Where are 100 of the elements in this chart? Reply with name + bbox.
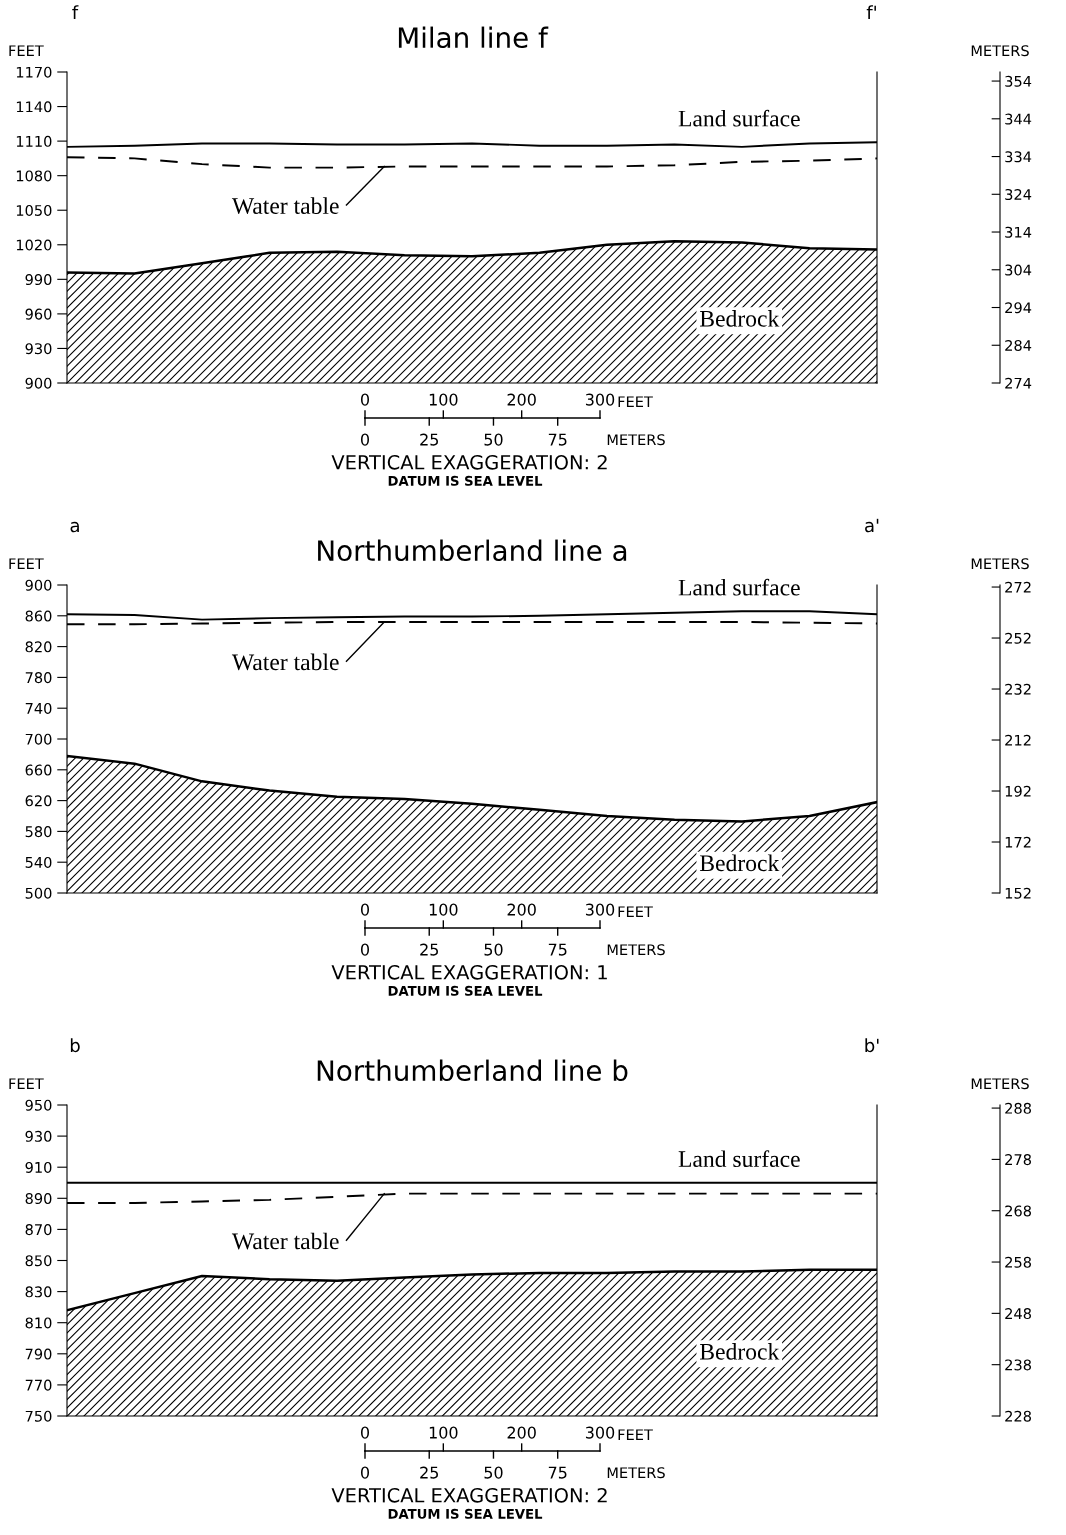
y-tick-label: 620: [25, 795, 52, 807]
y-axis-title: FEET: [9, 558, 44, 570]
y-tick-label: 500: [25, 887, 52, 899]
text: 0: [360, 1426, 370, 1439]
y-tick-label: 890: [25, 1193, 52, 1205]
y2-tick-label: 278: [1005, 1154, 1031, 1166]
series-label: Water table: [231, 1232, 339, 1250]
y-tick-label: 960: [25, 308, 52, 320]
y2-tick-label: 344: [1005, 113, 1032, 125]
y2-tick-label: 304: [1005, 264, 1032, 276]
text: 100: [429, 903, 458, 916]
y-tick-label: 1140: [16, 101, 52, 113]
y-tick-label: 1080: [16, 170, 52, 182]
y2-axis-title: METERS: [971, 1078, 1029, 1090]
y2-tick-label: 238: [1005, 1359, 1031, 1371]
y2-tick-label: 274: [1005, 377, 1032, 389]
text: 100: [429, 393, 458, 406]
series-label: Land surface: [678, 1150, 800, 1168]
text: METERS: [607, 944, 665, 956]
text: 300: [585, 903, 615, 916]
y2-axis-title: METERS: [971, 558, 1029, 570]
series-label: Bedrock: [699, 1343, 780, 1360]
y2-tick-label: 258: [1005, 1256, 1031, 1268]
y-tick-label: 930: [25, 1130, 52, 1142]
text: 75: [548, 943, 567, 956]
text: DATUM IS SEA LEVEL: [388, 1508, 543, 1519]
text: VERTICAL EXAGGERATION: 2: [331, 454, 607, 470]
chart-title: Northumberland line b: [317, 1059, 628, 1082]
y-tick-label: 900: [25, 377, 52, 389]
y-axis-title: FEET: [9, 1078, 44, 1090]
y-tick-label: 860: [25, 610, 52, 622]
text: 300: [585, 393, 615, 406]
text: FEET: [618, 906, 653, 918]
text: 25: [420, 433, 438, 446]
text: b': [865, 1038, 879, 1053]
y-tick-label: 930: [25, 343, 52, 355]
y-tick-label: 990: [25, 274, 52, 286]
text: 75: [548, 433, 567, 446]
y-tick-label: 750: [25, 1410, 52, 1422]
y2-tick-label: 252: [1005, 632, 1031, 644]
y-tick-label: 660: [25, 764, 52, 776]
y-tick-label: 830: [25, 1286, 52, 1298]
text: METERS: [607, 1467, 665, 1479]
text: 0: [360, 433, 370, 446]
series-label: Land surface: [678, 578, 800, 596]
series-label: Land surface: [678, 109, 800, 127]
y-tick-label: 740: [25, 702, 52, 714]
y2-tick-label: 152: [1005, 887, 1031, 899]
series-label: Water table: [231, 653, 339, 671]
y-tick-label: 700: [25, 733, 52, 745]
text: f': [866, 5, 876, 19]
text: 0: [360, 1466, 370, 1479]
y2-tick-label: 212: [1005, 734, 1031, 746]
y2-tick-label: 294: [1005, 302, 1032, 314]
chart-title: Northumberland line a: [318, 539, 627, 562]
y-tick-label: 850: [25, 1255, 52, 1267]
series-label: Water table: [231, 197, 339, 215]
y-tick-label: 1020: [16, 239, 52, 251]
text: DATUM IS SEA LEVEL: [388, 985, 543, 996]
text: 50: [484, 943, 503, 956]
text: METERS: [607, 434, 665, 446]
text: 50: [484, 1466, 503, 1479]
y2-tick-label: 272: [1005, 581, 1031, 593]
y-tick-label: 1110: [16, 135, 52, 147]
text: b: [70, 1038, 80, 1053]
y-tick-label: 870: [25, 1224, 52, 1236]
text: 200: [507, 393, 536, 406]
y-tick-label: 950: [25, 1099, 52, 1111]
text: f: [72, 5, 79, 19]
text: 0: [360, 943, 370, 956]
series-label: Bedrock: [699, 310, 780, 327]
text: 300: [585, 1426, 615, 1439]
text: 200: [507, 903, 536, 916]
text: 25: [420, 1466, 438, 1479]
y-tick-label: 790: [25, 1348, 52, 1360]
y-tick-label: 580: [25, 826, 52, 838]
y2-tick-label: 192: [1005, 785, 1031, 797]
text: 0: [360, 903, 370, 916]
y2-tick-label: 314: [1005, 226, 1032, 238]
y2-axis-title: METERS: [971, 45, 1029, 57]
y-tick-label: 900: [25, 579, 52, 591]
text: 75: [548, 1466, 567, 1479]
y2-tick-label: 172: [1005, 836, 1031, 848]
y-tick-label: 770: [25, 1379, 52, 1391]
text: 50: [484, 433, 503, 446]
text: 200: [507, 1426, 536, 1439]
y-tick-label: 910: [25, 1161, 52, 1173]
y2-tick-label: 268: [1005, 1205, 1031, 1217]
y2-tick-label: 288: [1005, 1102, 1031, 1114]
y-tick-label: 540: [25, 856, 52, 868]
y-axis-title: FEET: [9, 45, 44, 57]
y-tick-label: 1050: [16, 204, 52, 216]
text: DATUM IS SEA LEVEL: [388, 475, 543, 486]
y2-tick-label: 248: [1005, 1308, 1031, 1320]
text: a': [865, 518, 879, 533]
text: FEET: [618, 396, 653, 408]
text: VERTICAL EXAGGERATION: 2: [331, 1487, 607, 1503]
y2-tick-label: 334: [1005, 151, 1032, 163]
chart-title: Milan line f: [398, 26, 549, 49]
text: 0: [360, 393, 370, 406]
